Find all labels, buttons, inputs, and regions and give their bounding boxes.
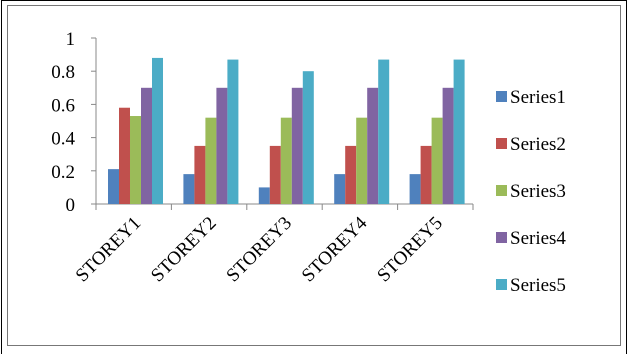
bar-series4-storey5: [442, 87, 454, 204]
x-category-label: STOREY1: [72, 213, 146, 287]
y-tick-label: 0.8: [51, 62, 75, 83]
bar-series1-storey4: [334, 174, 346, 204]
bar-series2-storey5: [420, 145, 432, 204]
bar-series5-storey3: [302, 71, 314, 204]
bar-series5-storey2: [227, 59, 239, 204]
legend-swatch: [496, 138, 507, 149]
bar-series5-storey1: [152, 57, 163, 204]
bar-series4-storey1: [141, 87, 152, 204]
bar-series2-storey1: [119, 107, 130, 204]
y-tick-label: 0.2: [51, 162, 75, 183]
bar-series1-storey1: [108, 169, 119, 204]
legend-swatch: [496, 91, 507, 102]
x-category-label: STOREY2: [147, 213, 221, 287]
legend-label: Series2: [510, 134, 566, 155]
legend-swatch: [496, 279, 507, 290]
bar-series3-storey5: [431, 117, 443, 204]
bar-series4-storey3: [291, 87, 303, 204]
legend-label: Series3: [510, 181, 566, 202]
x-tick-labels: STOREY1 STOREY2 STOREY3 STOREY4 STOREY5: [72, 212, 447, 286]
legend-swatch: [496, 232, 507, 243]
bar-series5-storey4: [378, 59, 390, 204]
bar-series3-storey3: [280, 117, 292, 204]
x-category-label: STOREY3: [222, 213, 296, 287]
bar-series2-storey4: [345, 145, 357, 204]
bar-series4-storey4: [367, 87, 379, 204]
bar-series3-storey4: [356, 117, 368, 204]
bar-series2-storey3: [269, 145, 281, 204]
bar-series3-storey1: [130, 116, 141, 204]
y-tick-label: 0.6: [51, 95, 75, 116]
bar-series5-storey5: [453, 59, 465, 204]
x-category-label: STOREY4: [298, 212, 372, 286]
bar-series4-storey2: [216, 87, 228, 204]
bar-series3-storey2: [205, 117, 217, 204]
legend-label: Series5: [510, 275, 566, 296]
legend: Series1 Series2 Series3 Series4 Series5: [496, 87, 566, 296]
y-tick-label: 1: [66, 29, 76, 50]
bar-series2-storey2: [194, 145, 206, 204]
legend-label: Series1: [510, 87, 566, 108]
bars: [108, 57, 465, 204]
legend-swatch: [496, 185, 507, 196]
y-tick-labels: 0 0.2 0.4 0.6 0.8 1: [51, 29, 75, 216]
legend-label: Series4: [510, 228, 566, 249]
y-tick-label: 0.4: [51, 129, 75, 150]
bar-series1-storey5: [409, 174, 421, 204]
y-tick-label: 0: [66, 195, 76, 216]
bar-series1-storey2: [183, 174, 195, 204]
bar-series1-storey3: [258, 187, 270, 204]
x-category-label: STOREY5: [373, 213, 447, 287]
